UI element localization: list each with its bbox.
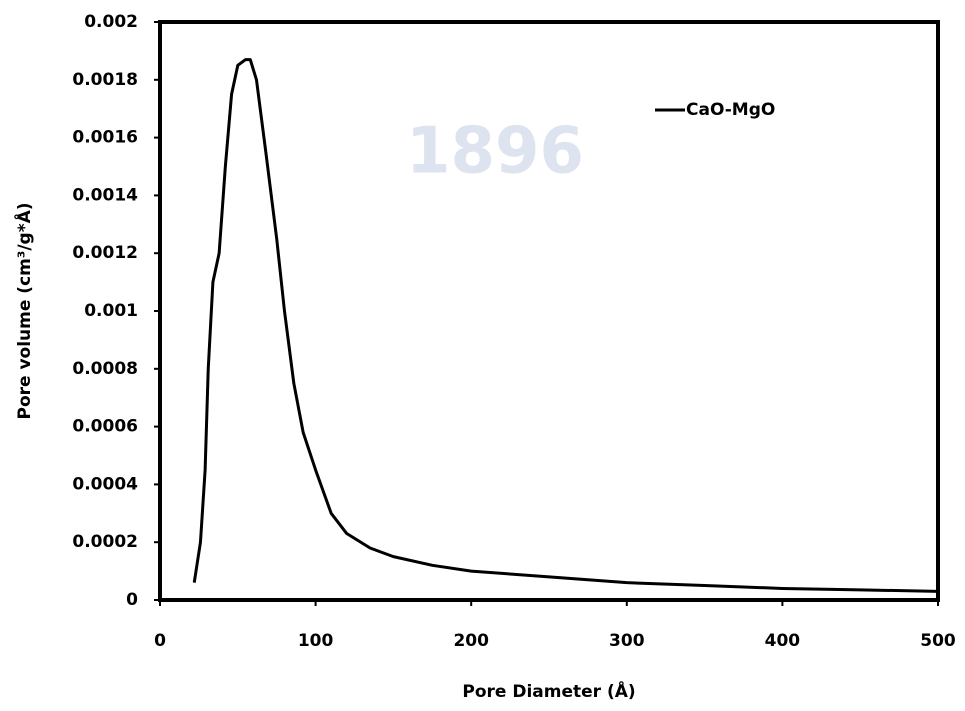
x-tick-label: 100 [298,631,334,651]
data-line [192,58,939,593]
y-tick-label: 0 [126,590,138,610]
y-tick-label: 0.0016 [72,128,138,148]
x-tick-label: 300 [609,631,645,651]
legend-label: CaO-MgO [686,100,775,120]
x-tick-label: 400 [765,631,801,651]
y-tick-label: 0.001 [84,301,138,321]
plot-frame [158,20,940,602]
y-tick-label: 0.0004 [72,474,138,494]
y-axis-label: Pore volume (cm³/g*Å) [12,202,35,419]
x-axis-label: Pore Diameter (Å) [462,679,635,702]
y-tick-label: 0.0012 [72,243,138,263]
y-tick-label: 0.0014 [72,185,138,205]
y-tick-label: 0.002 [84,12,138,32]
y-tick-label: 0.0002 [72,532,138,552]
watermark: 1896 [406,115,584,189]
x-tick-label: 500 [920,631,956,651]
x-tick-label: 200 [453,631,489,651]
x-tick-label: 0 [154,631,166,651]
y-tick-label: 0.0006 [72,417,138,437]
y-tick-label: 0.0018 [72,70,138,90]
y-tick-label: 0.0008 [72,359,138,379]
